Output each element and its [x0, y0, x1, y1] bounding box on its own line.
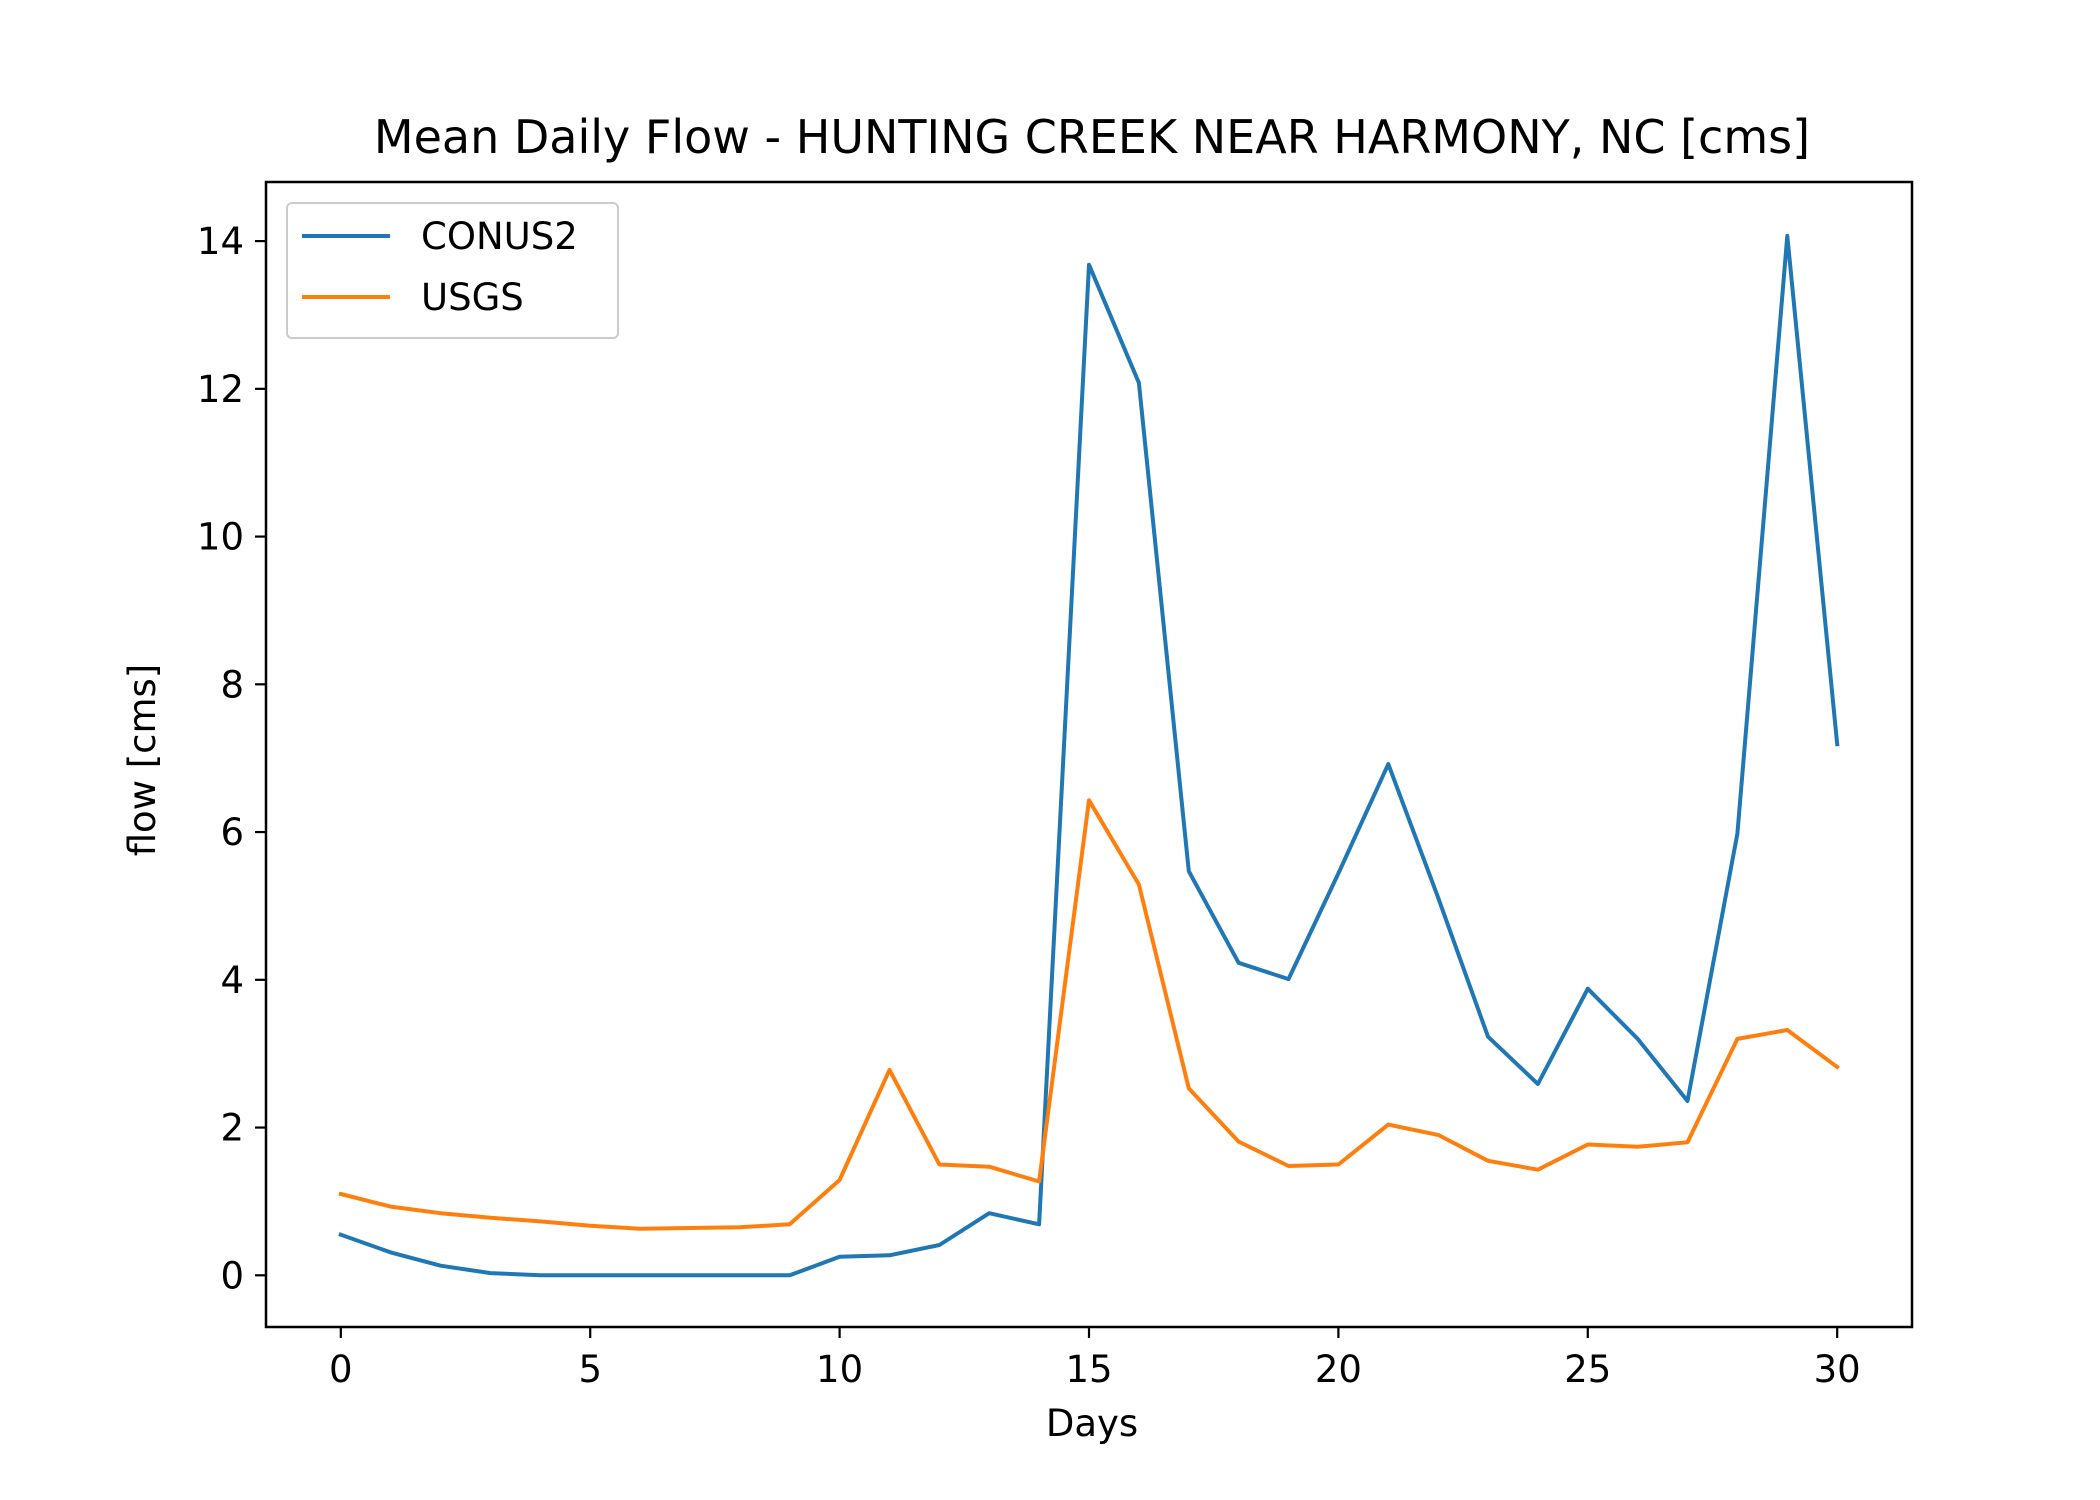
chart-title: Mean Daily Flow - HUNTING CREEK NEAR HAR… — [374, 110, 1810, 164]
y-tick-label: 12 — [197, 368, 244, 411]
x-axis-label: Days — [1046, 1402, 1138, 1445]
y-tick-label: 4 — [220, 959, 244, 1002]
y-tick-label: 14 — [197, 220, 244, 263]
series-line-conus2 — [338, 233, 1840, 1278]
x-tick-label: 5 — [578, 1348, 602, 1391]
legend: CONUS2 USGS — [286, 202, 619, 339]
x-axis: 0 5 10 15 20 25 30 — [329, 1327, 1861, 1391]
x-tick-label: 20 — [1315, 1348, 1362, 1391]
y-tick-label: 10 — [197, 516, 244, 559]
x-tick-label: 30 — [1814, 1348, 1861, 1391]
y-axis-label: flow [cms] — [121, 664, 164, 857]
y-tick-label: 0 — [220, 1254, 244, 1297]
x-tick-label: 25 — [1564, 1348, 1611, 1391]
x-tick-label: 10 — [816, 1348, 863, 1391]
legend-label-usgs: USGS — [421, 276, 524, 319]
y-tick-label: 8 — [220, 663, 244, 706]
legend-label-conus2: CONUS2 — [421, 215, 578, 258]
x-tick-label: 0 — [329, 1348, 353, 1391]
y-tick-label: 6 — [220, 811, 244, 854]
y-axis: 0 2 4 6 8 10 12 14 — [197, 220, 266, 1297]
y-tick-label: 2 — [220, 1107, 244, 1150]
series-layer — [338, 233, 1840, 1278]
plot-area: 0 5 10 15 20 25 30 0 2 4 6 8 10 12 14 — [197, 180, 1914, 1391]
series-line-usgs — [338, 798, 1840, 1231]
x-tick-label: 15 — [1065, 1348, 1112, 1391]
